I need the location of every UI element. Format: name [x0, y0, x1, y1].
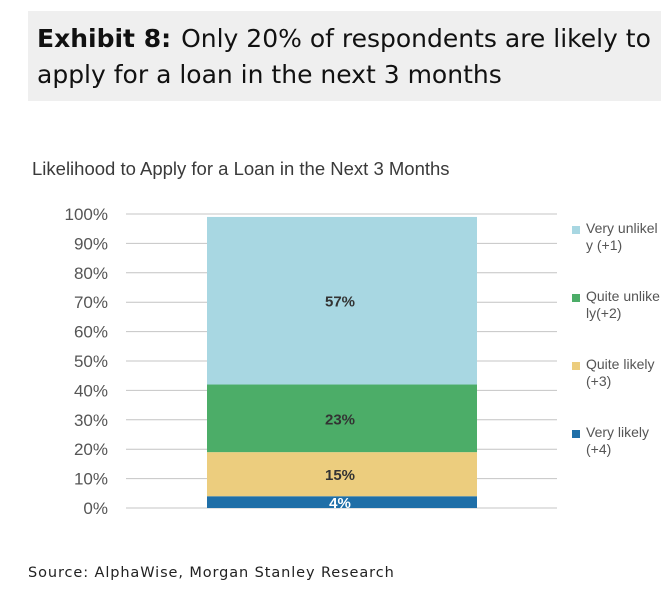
y-tick-label: 70% [74, 293, 108, 312]
bar-segment [207, 216, 477, 385]
exhibit-title-block: Exhibit 8: Only 20% of respondents are li… [37, 21, 652, 93]
legend-label: Very unlikely (+1) [586, 220, 658, 253]
y-tick-label: 30% [74, 411, 108, 430]
legend-swatch [572, 362, 580, 370]
y-tick-label: 40% [74, 381, 108, 400]
data-label: 15% [325, 467, 355, 484]
y-tick-label: 80% [74, 264, 108, 283]
legend-swatch [572, 226, 580, 234]
exhibit-label: Exhibit 8: [37, 24, 172, 53]
y-tick-label: 50% [74, 352, 108, 371]
data-label: 4% [329, 495, 351, 512]
y-tick-label: 0% [83, 499, 108, 518]
y-tick-label: 60% [74, 323, 108, 342]
bar-segment [207, 452, 477, 497]
legend-label: Quite unlikely(+2) [586, 288, 660, 321]
chart-title: Likelihood to Apply for a Loan in the Ne… [32, 158, 450, 179]
y-tick-label: 90% [74, 234, 108, 253]
y-tick-label: 100% [65, 205, 108, 224]
data-label: 57% [325, 294, 355, 311]
legend-swatch [572, 294, 580, 302]
y-tick-label: 20% [74, 440, 108, 459]
source-note: Source: AlphaWise, Morgan Stanley Resear… [28, 565, 395, 581]
data-label: 23% [325, 411, 355, 428]
bar-segment [207, 496, 477, 508]
legend-label: Quite likely (+3) [586, 356, 655, 389]
legend-label: Very likely (+4) [586, 424, 650, 457]
legend-swatch [572, 430, 580, 438]
exhibit-header: Exhibit 8: Only 20% of respondents are li… [28, 11, 661, 101]
y-tick-label: 10% [74, 470, 108, 489]
bar-segment [207, 384, 477, 453]
exhibit-title: Only 20% of respondents are likely to ap… [37, 24, 651, 89]
